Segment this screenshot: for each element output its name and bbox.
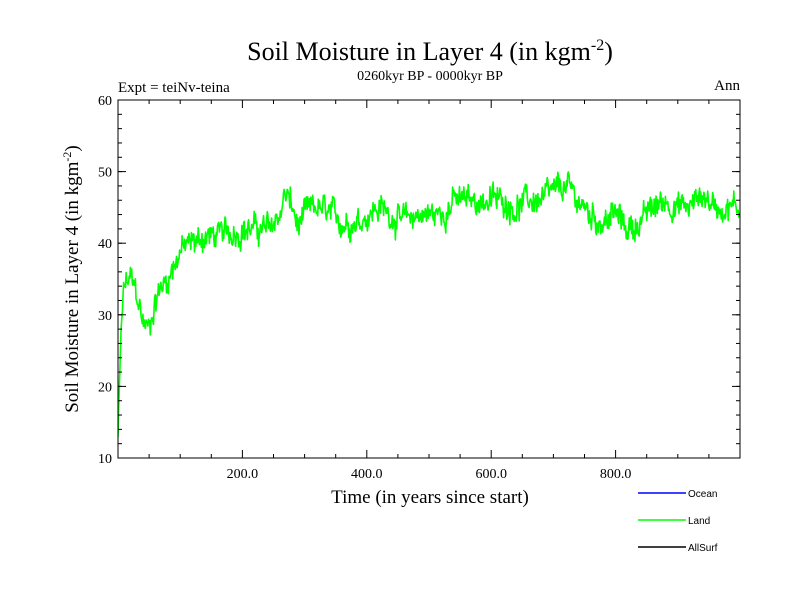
y-axis-label: Soil Moisture in Layer 4 (in kgm-2) xyxy=(60,145,83,413)
legend: Ocean Land AllSurf xyxy=(638,489,718,554)
legend-label-allsurf: AllSurf xyxy=(688,543,718,554)
x-axis-label: Time (in years since start) xyxy=(331,487,529,508)
legend-label-ocean: Ocean xyxy=(688,489,717,500)
y-axis-label-superscript: -2 xyxy=(60,152,74,162)
y-tick-label: 30 xyxy=(98,309,112,324)
x-tick-label: 200.0 xyxy=(227,467,259,482)
chart-title-superscript: -2 xyxy=(591,37,604,54)
y-tick-label: 50 xyxy=(98,166,112,181)
chart-subtitle: 0260kyr BP - 0000kyr BP xyxy=(357,69,503,84)
series-layer xyxy=(118,171,740,438)
y-axis-label-close: ) xyxy=(62,145,83,151)
legend-label-land: Land xyxy=(688,516,710,527)
experiment-label: Expt = teiNv-teina xyxy=(118,80,230,96)
season-label: Ann xyxy=(714,78,740,94)
y-tick-label: 40 xyxy=(98,237,112,252)
tick-layer: 10 20 30 40 50 60 200.0 400.0 600.0 800.0 xyxy=(98,94,740,482)
plot-frame xyxy=(117,99,741,459)
y-tick-label: 10 xyxy=(98,452,112,467)
x-tick-label: 600.0 xyxy=(475,467,507,482)
y-tick-label: 20 xyxy=(98,380,112,395)
x-tick-label: 400.0 xyxy=(351,467,383,482)
chart-title-close: ) xyxy=(604,37,613,66)
series-line-land xyxy=(118,171,740,438)
x-tick-label: 800.0 xyxy=(600,467,632,482)
y-tick-label: 60 xyxy=(98,94,112,109)
chart-title: Soil Moisture in Layer 4 (in kgm-2) xyxy=(247,37,613,66)
